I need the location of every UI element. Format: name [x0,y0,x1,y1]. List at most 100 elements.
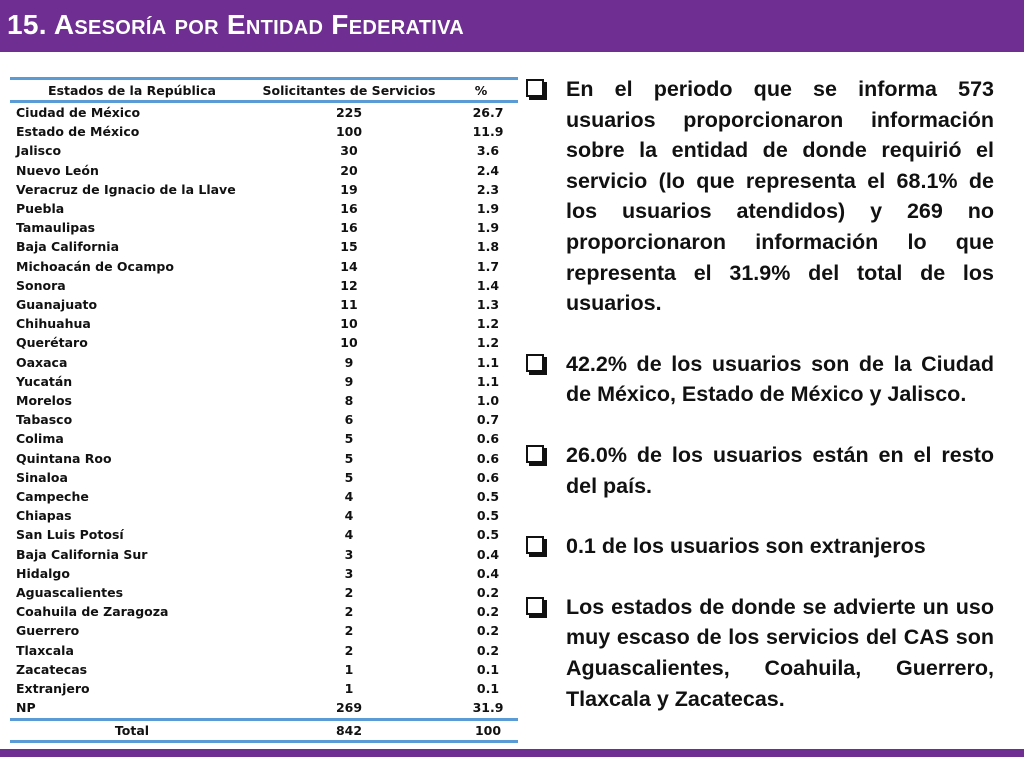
row-applicants: 225 [335,105,363,120]
row-applicants: 1 [344,681,354,697]
row-percent: 0.2 [476,642,500,658]
total-label: Total [10,717,254,743]
row-percent: 0.2 [476,585,500,601]
states-table-container: Estados de la República Solicitantes de … [10,77,518,743]
row-state: Tlaxcala [16,642,74,658]
row-percent: 1.9 [476,201,500,217]
row-state: Querétaro [16,335,88,351]
row-applicants: 4 [344,489,354,505]
table-header-row: Estados de la República Solicitantes de … [10,77,518,103]
table-row: Quintana Roo 5 0.6 [10,449,518,468]
row-applicants: 20 [340,162,358,178]
table-total-row: Total 842 100 [10,717,518,743]
table-row: Baja California 15 1.8 [10,237,518,256]
table-row: Guanajuato 11 1.3 [10,295,518,314]
table-row: Nuevo León 20 2.4 [10,161,518,180]
row-state: Guanajuato [16,297,98,313]
row-percent: 1.0 [476,393,500,409]
total-applicants: 842 [254,717,444,743]
row-applicants: 100 [335,124,363,140]
row-state: NP [16,700,36,716]
row-percent: 1.8 [476,239,500,255]
row-state: Veracruz de Ignacio de la Llave [16,181,236,197]
table-row: Zacatecas 1 0.1 [10,660,518,679]
table-row: Tamaulipas 16 1.9 [10,218,518,237]
bullet-item: 26.0% de los usuarios están en el resto … [522,440,994,501]
row-applicants: 5 [344,431,354,447]
row-percent: 0.5 [476,508,500,524]
row-percent: 0.2 [476,623,500,639]
row-applicants: 9 [344,354,354,370]
row-state: Chihuahua [16,316,91,332]
row-applicants: 9 [344,373,354,389]
row-state: Yucatán [16,373,73,389]
row-percent: 0.6 [476,450,500,466]
row-percent: 0.1 [476,661,500,677]
row-percent: 2.4 [476,162,500,178]
row-state: Oaxaca [16,354,68,370]
checkbox-bullet-icon [526,79,544,97]
table-body: Ciudad de México 225 26.7 Estado de México 1… [10,102,518,720]
row-applicants: 15 [340,239,358,255]
row-applicants: 14 [340,258,358,274]
row-state: Tabasco [16,412,73,428]
bullet-text: En el periodo que se informa 573 usuario… [566,77,994,316]
header-applicants: Solicitantes de Servicios [254,77,444,103]
row-percent: 1.1 [476,354,500,370]
row-applicants: 8 [344,393,354,409]
row-percent: 0.6 [476,431,500,447]
table-row: NP 269 31.9 [10,698,518,719]
bullet-list: En el periodo que se informa 573 usuario… [522,74,994,744]
table-row: Veracruz de Ignacio de la Llave 19 2.3 [10,180,518,199]
row-percent: 26.7 [472,105,504,120]
table-row: Baja California Sur 3 0.4 [10,545,518,564]
title-bar: 15. Asesoría por Entidad Federativa [0,0,1024,52]
states-table: Estados de la República Solicitantes de … [10,77,518,743]
row-applicants: 3 [344,565,354,581]
bullet-text: 42.2% de los usuarios son de la Ciudad d… [566,351,994,407]
header-percent: % [444,77,518,103]
row-state: Tamaulipas [16,220,96,236]
table-row: Hidalgo 3 0.4 [10,564,518,583]
row-state: Campeche [16,489,89,505]
row-percent: 0.2 [476,604,500,620]
row-applicants: 5 [344,450,354,466]
bullet-text: 26.0% de los usuarios están en el resto … [566,442,994,498]
row-applicants: 2 [344,623,354,639]
row-applicants: 16 [340,220,358,236]
row-applicants: 2 [344,604,354,620]
row-state: Estado de México [16,124,140,140]
row-applicants: 10 [340,316,358,332]
row-state: Hidalgo [16,565,70,581]
table-row: Tabasco 6 0.7 [10,410,518,429]
row-state: Coahuila de Zaragoza [16,604,169,620]
row-percent: 31.9 [472,700,504,716]
row-state: Quintana Roo [16,450,112,466]
row-percent: 1.4 [476,277,500,293]
row-percent: 3.6 [476,143,500,159]
table-row: Extranjero 1 0.1 [10,679,518,698]
table-row: Puebla 16 1.9 [10,199,518,218]
row-applicants: 4 [344,508,354,524]
table-row: Yucatán 9 1.1 [10,372,518,391]
row-applicants: 19 [340,181,358,197]
table-row: Jalisco 30 3.6 [10,141,518,160]
row-state: Zacatecas [16,661,88,677]
row-percent: 0.5 [476,489,500,505]
row-applicants: 30 [340,143,358,159]
table-row: Estado de México 100 11.9 [10,122,518,141]
row-applicants: 4 [344,527,354,543]
table-row: Chiapas 4 0.5 [10,506,518,525]
row-percent: 0.5 [476,527,500,543]
row-state: Chiapas [16,508,72,524]
table-row: Aguascalientes 2 0.2 [10,583,518,602]
table-row: Chihuahua 10 1.2 [10,314,518,333]
bullet-text: 0.1 de los usuarios son extranjeros [566,534,926,559]
row-applicants: 3 [344,546,354,562]
bottom-bar [0,749,1024,757]
row-applicants: 2 [344,642,354,658]
table-row: Campeche 4 0.5 [10,487,518,506]
row-percent: 1.7 [476,258,500,274]
row-percent: 0.6 [476,469,500,485]
row-state: Sinaloa [16,469,68,485]
